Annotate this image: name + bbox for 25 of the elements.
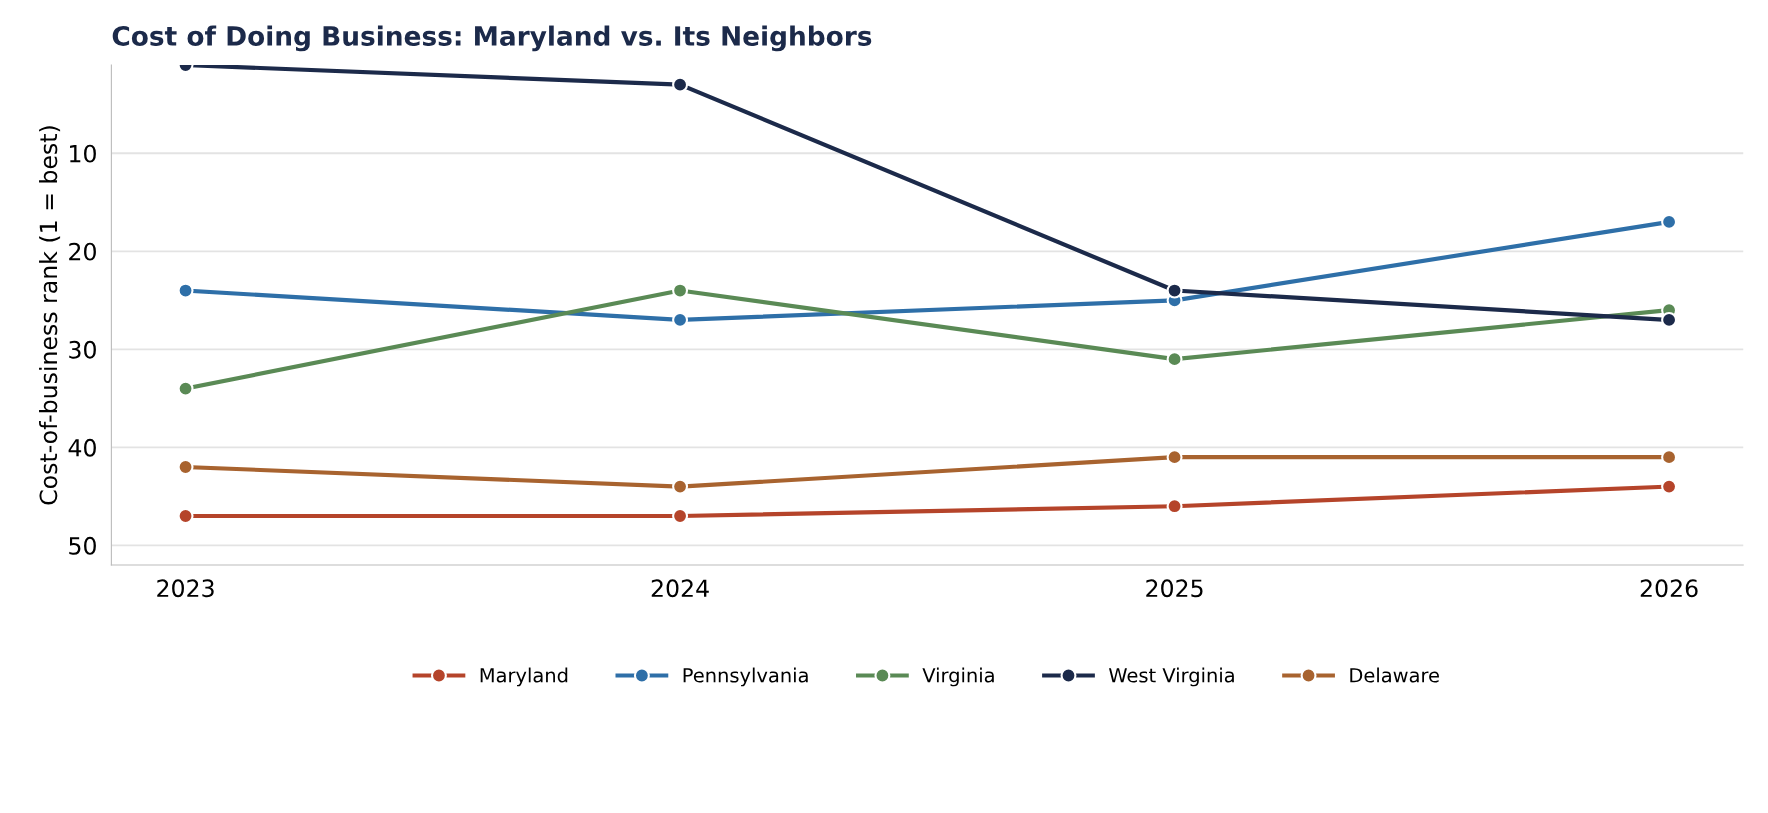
point bbox=[672, 508, 689, 524]
legend-label: Virginia bbox=[922, 667, 994, 687]
chart-title: Cost of Doing Business: Maryland vs. Its Neighbors bbox=[112, 25, 872, 52]
legend-label: Maryland bbox=[480, 667, 568, 687]
y-tick-label: 30 bbox=[69, 340, 96, 359]
point bbox=[672, 478, 689, 495]
legend-label: West Virginia bbox=[1109, 667, 1234, 687]
point bbox=[177, 508, 194, 524]
y-axis-title: Cost-of-business rank (1 = best) bbox=[39, 126, 61, 505]
point bbox=[1166, 282, 1183, 299]
x-tick-label: 2026 bbox=[1640, 579, 1698, 598]
y-tick-label: 40 bbox=[68, 438, 96, 457]
y-tick-label: 10 bbox=[70, 144, 96, 163]
y-tick-label: 20 bbox=[69, 242, 96, 261]
x-tick-label: 2023 bbox=[157, 579, 214, 598]
point bbox=[177, 380, 194, 397]
point bbox=[672, 76, 689, 93]
legend-label: Delaware bbox=[1350, 667, 1439, 683]
point bbox=[672, 282, 689, 299]
point bbox=[177, 459, 194, 475]
x-tick-label: 2024 bbox=[651, 579, 709, 598]
y-tick-label: 50 bbox=[69, 536, 96, 555]
legend-label: Pennsylvania bbox=[683, 667, 808, 687]
x-tick-label: 2025 bbox=[1146, 579, 1203, 598]
point bbox=[177, 282, 194, 299]
